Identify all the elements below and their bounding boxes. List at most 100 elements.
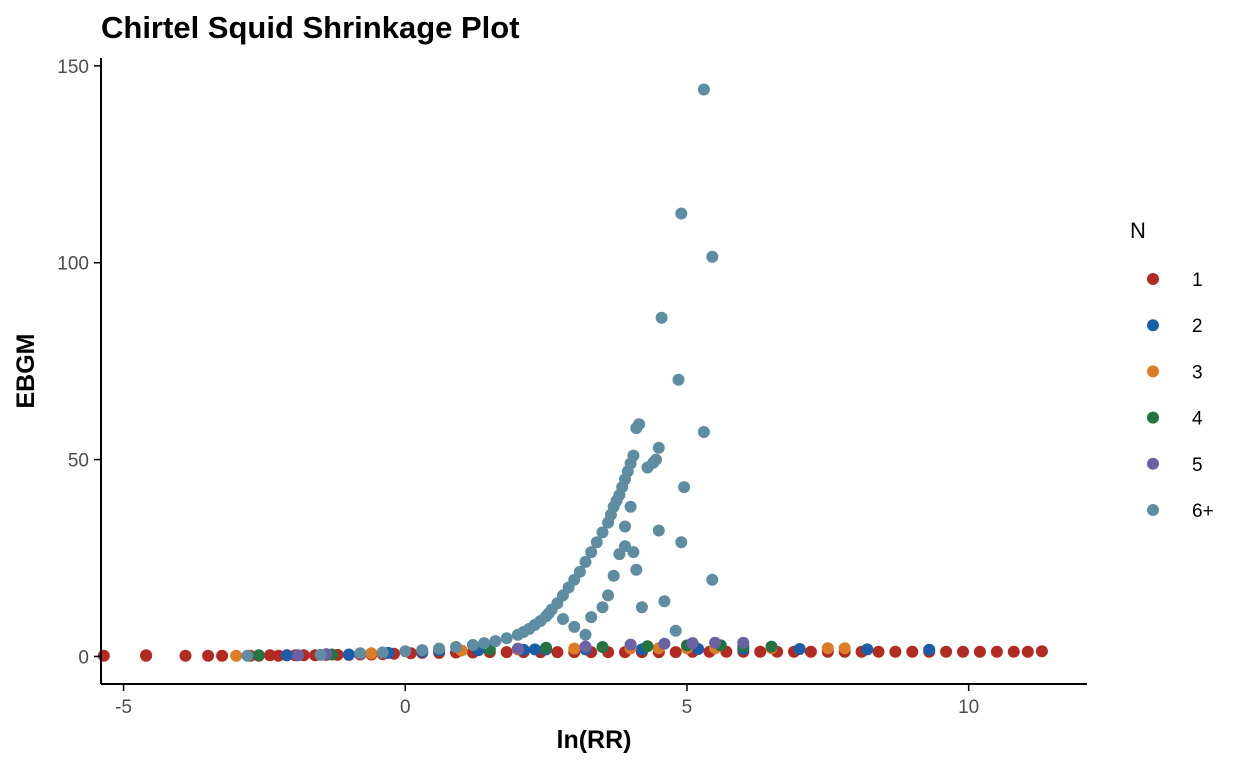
point-series-4-0 bbox=[252, 649, 265, 662]
point-series-1-3 bbox=[179, 649, 192, 662]
legend-label-5: 5 bbox=[1192, 455, 1203, 476]
point-series-5-5 bbox=[658, 637, 671, 650]
point-series-2-7 bbox=[528, 643, 541, 656]
point-series-1-53 bbox=[940, 645, 953, 658]
point-series-1-50 bbox=[889, 645, 902, 658]
point-series-1-49 bbox=[872, 645, 885, 658]
x-tick-label: 5 bbox=[682, 697, 693, 718]
point-series-5-2 bbox=[511, 642, 524, 655]
y-tick-label: 0 bbox=[78, 647, 89, 668]
point-series-6-70 bbox=[675, 536, 688, 549]
point-series-6-25 bbox=[579, 555, 592, 568]
point-series-6-3 bbox=[376, 646, 389, 659]
point-series-3-1 bbox=[365, 647, 378, 660]
point-series-6-6 bbox=[433, 642, 446, 655]
point-series-6-43 bbox=[650, 453, 662, 466]
point-series-6-67 bbox=[652, 524, 665, 537]
legend-key-4 bbox=[1147, 411, 1159, 424]
x-axis-title: ln(RR) bbox=[557, 726, 632, 754]
point-series-5-6 bbox=[686, 637, 699, 650]
point-series-4-9 bbox=[765, 640, 778, 653]
point-series-6-38 bbox=[627, 449, 640, 462]
legend-key-1 bbox=[1147, 273, 1159, 285]
point-series-6-59 bbox=[607, 569, 620, 582]
point-series-6-69 bbox=[669, 624, 682, 637]
point-series-6-57 bbox=[596, 601, 609, 614]
point-series-6-47 bbox=[675, 207, 688, 220]
point-series-6-24 bbox=[573, 565, 586, 578]
point-series-1-55 bbox=[973, 645, 986, 658]
point-series-5-4 bbox=[624, 638, 637, 651]
point-series-6-63 bbox=[624, 500, 637, 513]
y-axis-title: EBGM bbox=[12, 334, 40, 409]
point-series-6-8 bbox=[466, 639, 479, 651]
legend-label-2: 2 bbox=[1192, 316, 1203, 337]
point-series-6-9 bbox=[478, 637, 491, 650]
point-series-6-53 bbox=[557, 613, 569, 625]
point-series-6-55 bbox=[579, 628, 592, 641]
point-series-3-4 bbox=[568, 642, 581, 655]
point-series-6-2 bbox=[354, 647, 367, 660]
point-series-3-10 bbox=[821, 642, 834, 655]
point-series-6-58 bbox=[602, 589, 615, 602]
x-tick-label: -5 bbox=[115, 697, 132, 718]
point-series-6-26 bbox=[585, 546, 598, 559]
point-series-6-66 bbox=[635, 601, 648, 614]
chart-title: Chirtel Squid Shrinkage Plot bbox=[101, 10, 520, 45]
point-series-1-58 bbox=[1021, 645, 1034, 658]
legend-key-3 bbox=[1147, 365, 1159, 378]
plot-points bbox=[97, 83, 1048, 662]
legend-key-2 bbox=[1147, 319, 1159, 332]
point-series-6-40 bbox=[633, 418, 646, 431]
point-series-6-11 bbox=[500, 632, 513, 645]
point-series-1-59 bbox=[1035, 645, 1048, 658]
point-series-6-52 bbox=[706, 573, 719, 586]
point-series-6-51 bbox=[706, 250, 719, 263]
point-series-1-57 bbox=[1007, 645, 1020, 658]
point-series-6-68 bbox=[658, 595, 671, 608]
point-series-6-0 bbox=[241, 649, 254, 662]
point-series-1-54 bbox=[957, 645, 969, 658]
y-tick-label: 100 bbox=[57, 254, 89, 275]
point-series-1-5 bbox=[216, 649, 229, 662]
point-series-6-61 bbox=[619, 540, 631, 553]
point-series-6-64 bbox=[627, 546, 640, 559]
point-series-2-14 bbox=[861, 643, 874, 656]
point-series-6-48 bbox=[678, 481, 691, 494]
point-series-6-65 bbox=[630, 563, 643, 576]
legend-label-1: 1 bbox=[1192, 270, 1203, 291]
point-series-2-15 bbox=[923, 643, 936, 656]
point-series-5-0 bbox=[292, 649, 305, 662]
point-series-6-56 bbox=[585, 611, 598, 624]
y-tick-label: 50 bbox=[68, 451, 89, 472]
point-series-1-27 bbox=[500, 646, 513, 659]
point-series-1-8 bbox=[264, 649, 276, 662]
point-series-1-2 bbox=[140, 649, 153, 662]
point-series-3-11 bbox=[838, 642, 851, 655]
point-series-5-3 bbox=[579, 640, 592, 653]
point-series-6-10 bbox=[489, 635, 502, 648]
point-series-1-37 bbox=[669, 646, 682, 659]
legend-entries: 1 2 3 4 5 6+ bbox=[1147, 270, 1214, 522]
point-series-6-5 bbox=[416, 644, 429, 657]
point-series-4-3 bbox=[540, 641, 553, 654]
point-series-6-49 bbox=[697, 83, 710, 96]
point-series-2-0 bbox=[280, 649, 293, 662]
point-series-6-62 bbox=[619, 520, 631, 533]
point-series-1-51 bbox=[906, 645, 919, 658]
point-series-1-45 bbox=[804, 645, 817, 658]
legend: N 1 2 3 4 5 6+ bbox=[1130, 218, 1214, 522]
point-series-6-44 bbox=[652, 441, 665, 454]
point-series-1-42 bbox=[754, 645, 767, 658]
point-series-6-4 bbox=[399, 645, 412, 658]
point-series-6-46 bbox=[672, 373, 685, 386]
x-ticks: -5 0 5 10 bbox=[115, 684, 979, 718]
point-series-6-7 bbox=[450, 641, 462, 653]
point-series-2-13 bbox=[793, 643, 806, 655]
point-series-3-0 bbox=[230, 649, 243, 662]
y-tick-label: 150 bbox=[57, 57, 89, 78]
point-series-6-54 bbox=[568, 620, 581, 633]
axes: -5 0 5 10 0 50 100 150 bbox=[57, 57, 1087, 718]
legend-label-6: 6+ bbox=[1192, 501, 1214, 522]
